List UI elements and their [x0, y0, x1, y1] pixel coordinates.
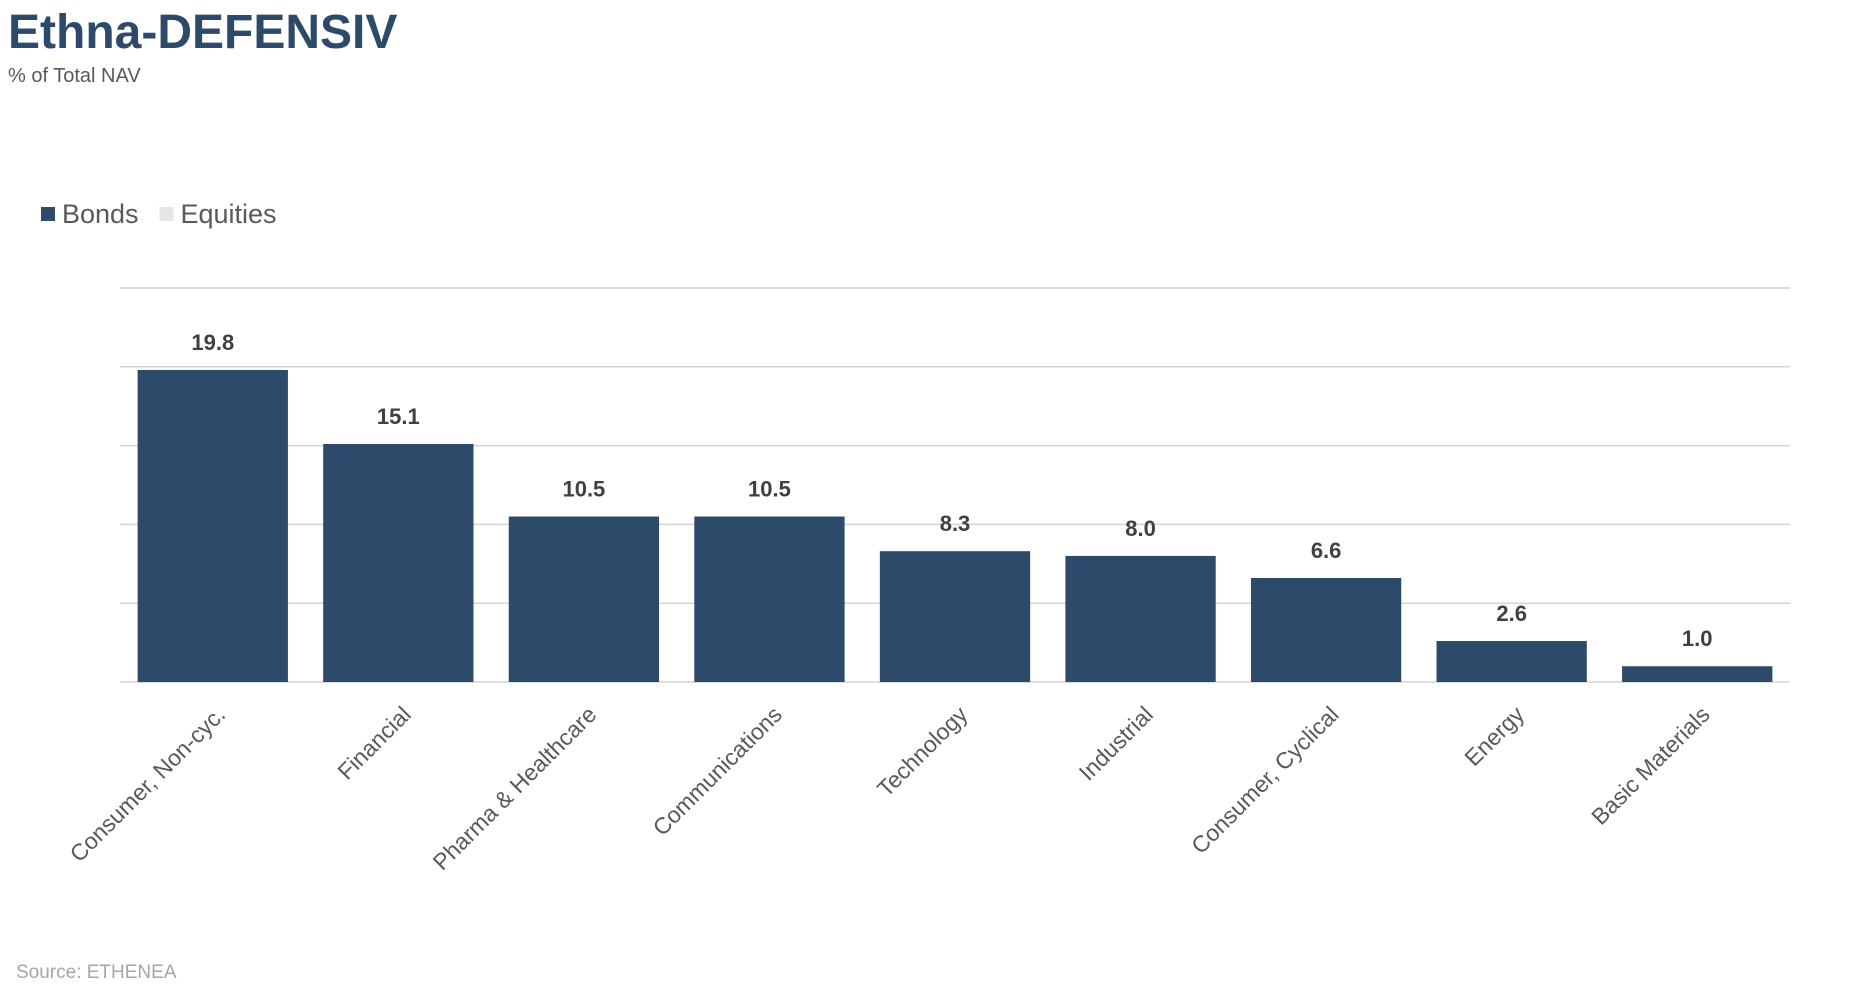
x-tick-label: Financial [332, 701, 415, 784]
bars [137, 369, 1773, 682]
x-tick-label: Consumer, Non-cyc. [65, 701, 231, 867]
data-labels: 19.8 15.1 10.5 10.5 8.3 8.0 6.6 2.6 1.0 [191, 330, 1712, 651]
bar-bonds [508, 516, 660, 682]
bar-bonds [1436, 641, 1587, 682]
x-tick-label: Basic Materials [1586, 701, 1715, 830]
bar-bonds [1065, 555, 1216, 682]
chart-subtitle: % of Total NAV [8, 65, 141, 87]
x-axis-labels: Consumer, Non-cyc. Financial Pharma & Heal… [65, 701, 1715, 875]
bar-bonds [1250, 577, 1402, 682]
x-tick-label: Consumer, Cyclical [1186, 701, 1344, 859]
data-label: 8.0 [1125, 516, 1156, 541]
data-label: 6.6 [1311, 538, 1342, 563]
bar-bonds [137, 369, 288, 682]
data-label: 10.5 [562, 477, 605, 502]
x-tick-label: Technology [872, 701, 973, 802]
x-tick-label: Communications [647, 701, 787, 841]
legend-swatch-equities [159, 207, 174, 221]
data-label: 2.6 [1496, 601, 1527, 626]
bar-bonds [323, 444, 474, 682]
legend-label-bonds: Bonds [62, 199, 139, 229]
x-tick-label: Energy [1459, 701, 1529, 771]
x-tick-label: Pharma & Healthcare [428, 701, 602, 875]
data-label: 8.3 [940, 511, 971, 536]
legend: Bonds Equities [41, 199, 277, 229]
bar-bonds [1622, 666, 1773, 682]
data-label: 19.8 [191, 330, 234, 355]
chart-title: Ethna-DEFENSIV [8, 6, 397, 59]
x-tick-label: Industrial [1074, 701, 1158, 785]
data-label: 1.0 [1682, 626, 1713, 651]
bar-bonds [879, 551, 1031, 682]
data-label: 15.1 [377, 404, 420, 429]
legend-swatch-bonds [41, 207, 55, 221]
bar-bonds [694, 516, 845, 682]
source-note: Source: ETHENEA [16, 962, 177, 983]
data-label: 10.5 [748, 477, 791, 502]
legend-label-equities: Equities [181, 199, 277, 229]
